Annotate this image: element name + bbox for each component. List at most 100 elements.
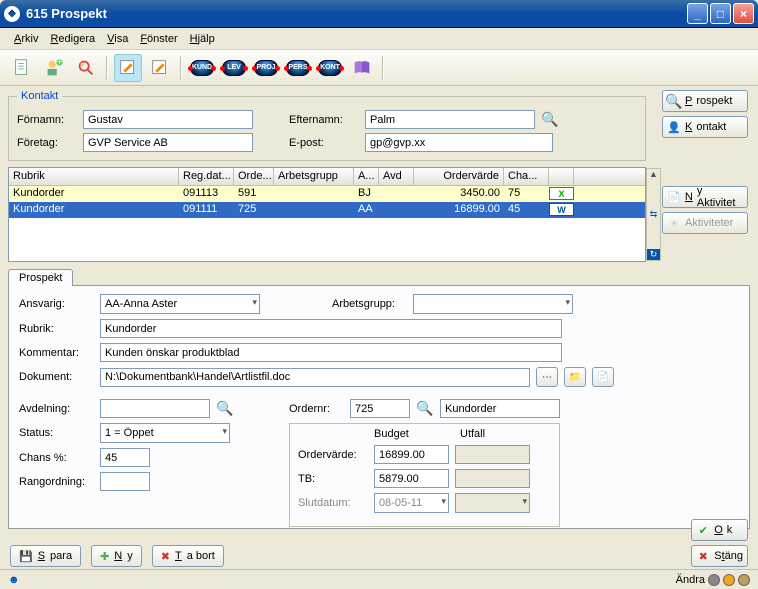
status-label: Status: (19, 427, 94, 439)
dokument-input[interactable] (100, 368, 530, 387)
tabort-button[interactable]: ✖Ta bort (152, 545, 224, 567)
ansvarig-combo[interactable] (100, 294, 260, 314)
close-icon: ✖ (696, 549, 710, 563)
menubar: Arkiv Redigera Visa Fönster Hjälp (0, 28, 758, 50)
side-nyaktivitet-button[interactable]: 📄Ny Aktivitet (662, 186, 748, 208)
side-nyaktivitet-label: y Aktivitet (697, 185, 743, 209)
ordernr-input[interactable] (350, 399, 410, 418)
ordervarde-budget-input[interactable] (374, 445, 449, 464)
tool-new-doc-icon[interactable] (8, 54, 36, 82)
budget-header: Budget (374, 428, 454, 440)
ansvarig-label: Ansvarig: (19, 298, 94, 310)
refresh-icon[interactable]: ↻ (647, 249, 660, 260)
search-ordernr-icon[interactable]: 🔍 (416, 400, 434, 417)
fornamn-label: Förnamn: (17, 114, 77, 126)
fornamn-input[interactable] (83, 110, 253, 129)
arbetsgrupp-label: Arbetsgrupp: (332, 298, 407, 310)
col-regdat[interactable]: Reg.dat... (179, 168, 234, 185)
kontakt-fieldset: Kontakt Förnamn: Efternamn: 🔍 Företag: E… (8, 90, 646, 161)
kommentar-input[interactable] (100, 343, 562, 362)
grid-scrollbar[interactable]: ▲ ⇆ ↻ (646, 168, 661, 261)
tool-search-person-icon[interactable] (72, 54, 100, 82)
tool-badge-proj[interactable]: PROJ (252, 54, 280, 82)
ordernr-type-input[interactable] (440, 399, 560, 418)
spara-label: para (50, 550, 72, 562)
ok-label: k (727, 524, 733, 536)
side-aktiviteter-button[interactable]: ☀Aktiviteter (662, 212, 748, 234)
menu-visa[interactable]: Visa (103, 31, 132, 47)
word-icon[interactable]: W (549, 203, 574, 216)
col-ordervarde[interactable]: Ordervärde (414, 168, 504, 185)
side-kontakt-button[interactable]: 👤Kontakt (662, 116, 748, 138)
titlebar: ◆ 615 Prospekt _ □ × (0, 0, 758, 28)
chans-input[interactable] (100, 448, 150, 467)
avdelning-input[interactable] (100, 399, 210, 418)
menu-arkiv[interactable]: Arkiv (10, 31, 42, 47)
browse-button[interactable]: ⋯ (536, 367, 558, 387)
excel-icon[interactable]: X (549, 187, 574, 200)
tool-edit-2-icon[interactable] (146, 54, 174, 82)
tool-badge-pers[interactable]: PERS (284, 54, 312, 82)
tab-prospekt[interactable]: Prospekt (8, 269, 73, 286)
tool-badge-kund[interactable]: KUND (188, 54, 216, 82)
col-rubrik[interactable]: Rubrik (9, 168, 179, 185)
tool-new-person-icon[interactable]: + (40, 54, 68, 82)
status-light-3 (738, 574, 750, 586)
new-icon: ✚ (100, 550, 109, 563)
save-icon: 💾 (19, 550, 33, 563)
foretag-label: Företag: (17, 137, 77, 149)
menu-redigera[interactable]: Redigera (46, 31, 99, 47)
side-prospekt-button[interactable]: 🔍Prospekt (662, 90, 748, 112)
col-avd[interactable]: Avd (379, 168, 414, 185)
tb-budget-input[interactable] (374, 469, 449, 488)
col-orde[interactable]: Orde... (234, 168, 274, 185)
col-arbetsgrupp[interactable]: Arbetsgrupp (274, 168, 354, 185)
open-folder-button[interactable]: 📁 (564, 367, 586, 387)
col-cha[interactable]: Cha... (504, 168, 549, 185)
ordervarde-utfall-input (455, 445, 530, 464)
tool-badge-lev[interactable]: LEV (220, 54, 248, 82)
search-avdelning-icon[interactable]: 🔍 (216, 400, 234, 417)
status-combo[interactable] (100, 423, 230, 443)
toolbar: + KUND LEV PROJ PERS KONT (0, 50, 758, 86)
person-icon: 👤 (667, 120, 681, 134)
ny-button[interactable]: ✚Ny (91, 545, 142, 567)
nav-icon[interactable]: ⇆ (650, 209, 658, 220)
slutdatum-label: Slutdatum: (298, 497, 368, 509)
grid-row[interactable]: Kundorder 091111 725 AA 16899.00 45 W (9, 202, 645, 218)
side-kontakt-label: ontakt (696, 121, 726, 133)
menu-fonster[interactable]: Fönster (136, 31, 181, 47)
status-andra: Ändra (676, 574, 705, 586)
menu-hjalp[interactable]: Hjälp (186, 31, 219, 47)
side-aktiviteter-label: Aktiviteter (685, 217, 733, 229)
col-a[interactable]: A... (354, 168, 379, 185)
status-light-2 (723, 574, 735, 586)
tool-edit-1-icon[interactable] (114, 54, 142, 82)
stang-label: Stäng (714, 550, 743, 562)
arrow-up-icon[interactable]: ▲ (649, 169, 658, 179)
app-icon: ◆ (4, 6, 20, 22)
dokument-label: Dokument: (19, 371, 94, 383)
spara-button[interactable]: 💾Spara (10, 545, 81, 567)
stang-button[interactable]: ✖ Stäng (691, 545, 748, 567)
foretag-input[interactable] (83, 133, 253, 152)
rubrik-input[interactable] (100, 319, 562, 338)
epost-input[interactable] (365, 133, 553, 152)
tabort-label: a bort (187, 550, 215, 562)
order-grid[interactable]: Rubrik Reg.dat... Orde... Arbetsgrupp A.… (8, 167, 646, 262)
grid-header: Rubrik Reg.dat... Orde... Arbetsgrupp A.… (9, 168, 645, 186)
doc-action-button[interactable]: 📄 (592, 367, 614, 387)
minimize-button[interactable]: _ (687, 3, 708, 24)
rangordning-label: Rangordning: (19, 476, 94, 488)
efternamn-input[interactable] (365, 110, 535, 129)
search-icon: 🔍 (667, 94, 681, 108)
rangordning-input[interactable] (100, 472, 150, 491)
close-button[interactable]: × (733, 3, 754, 24)
search-efternamn-icon[interactable]: 🔍 (541, 111, 559, 128)
maximize-button[interactable]: □ (710, 3, 731, 24)
ok-button[interactable]: ✔Ok (691, 519, 748, 541)
arbetsgrupp-combo[interactable] (413, 294, 573, 314)
tool-book-icon[interactable] (348, 54, 376, 82)
grid-row[interactable]: Kundorder 091113 591 BJ 3450.00 75 X (9, 186, 645, 202)
tool-badge-kont[interactable]: KONT (316, 54, 344, 82)
